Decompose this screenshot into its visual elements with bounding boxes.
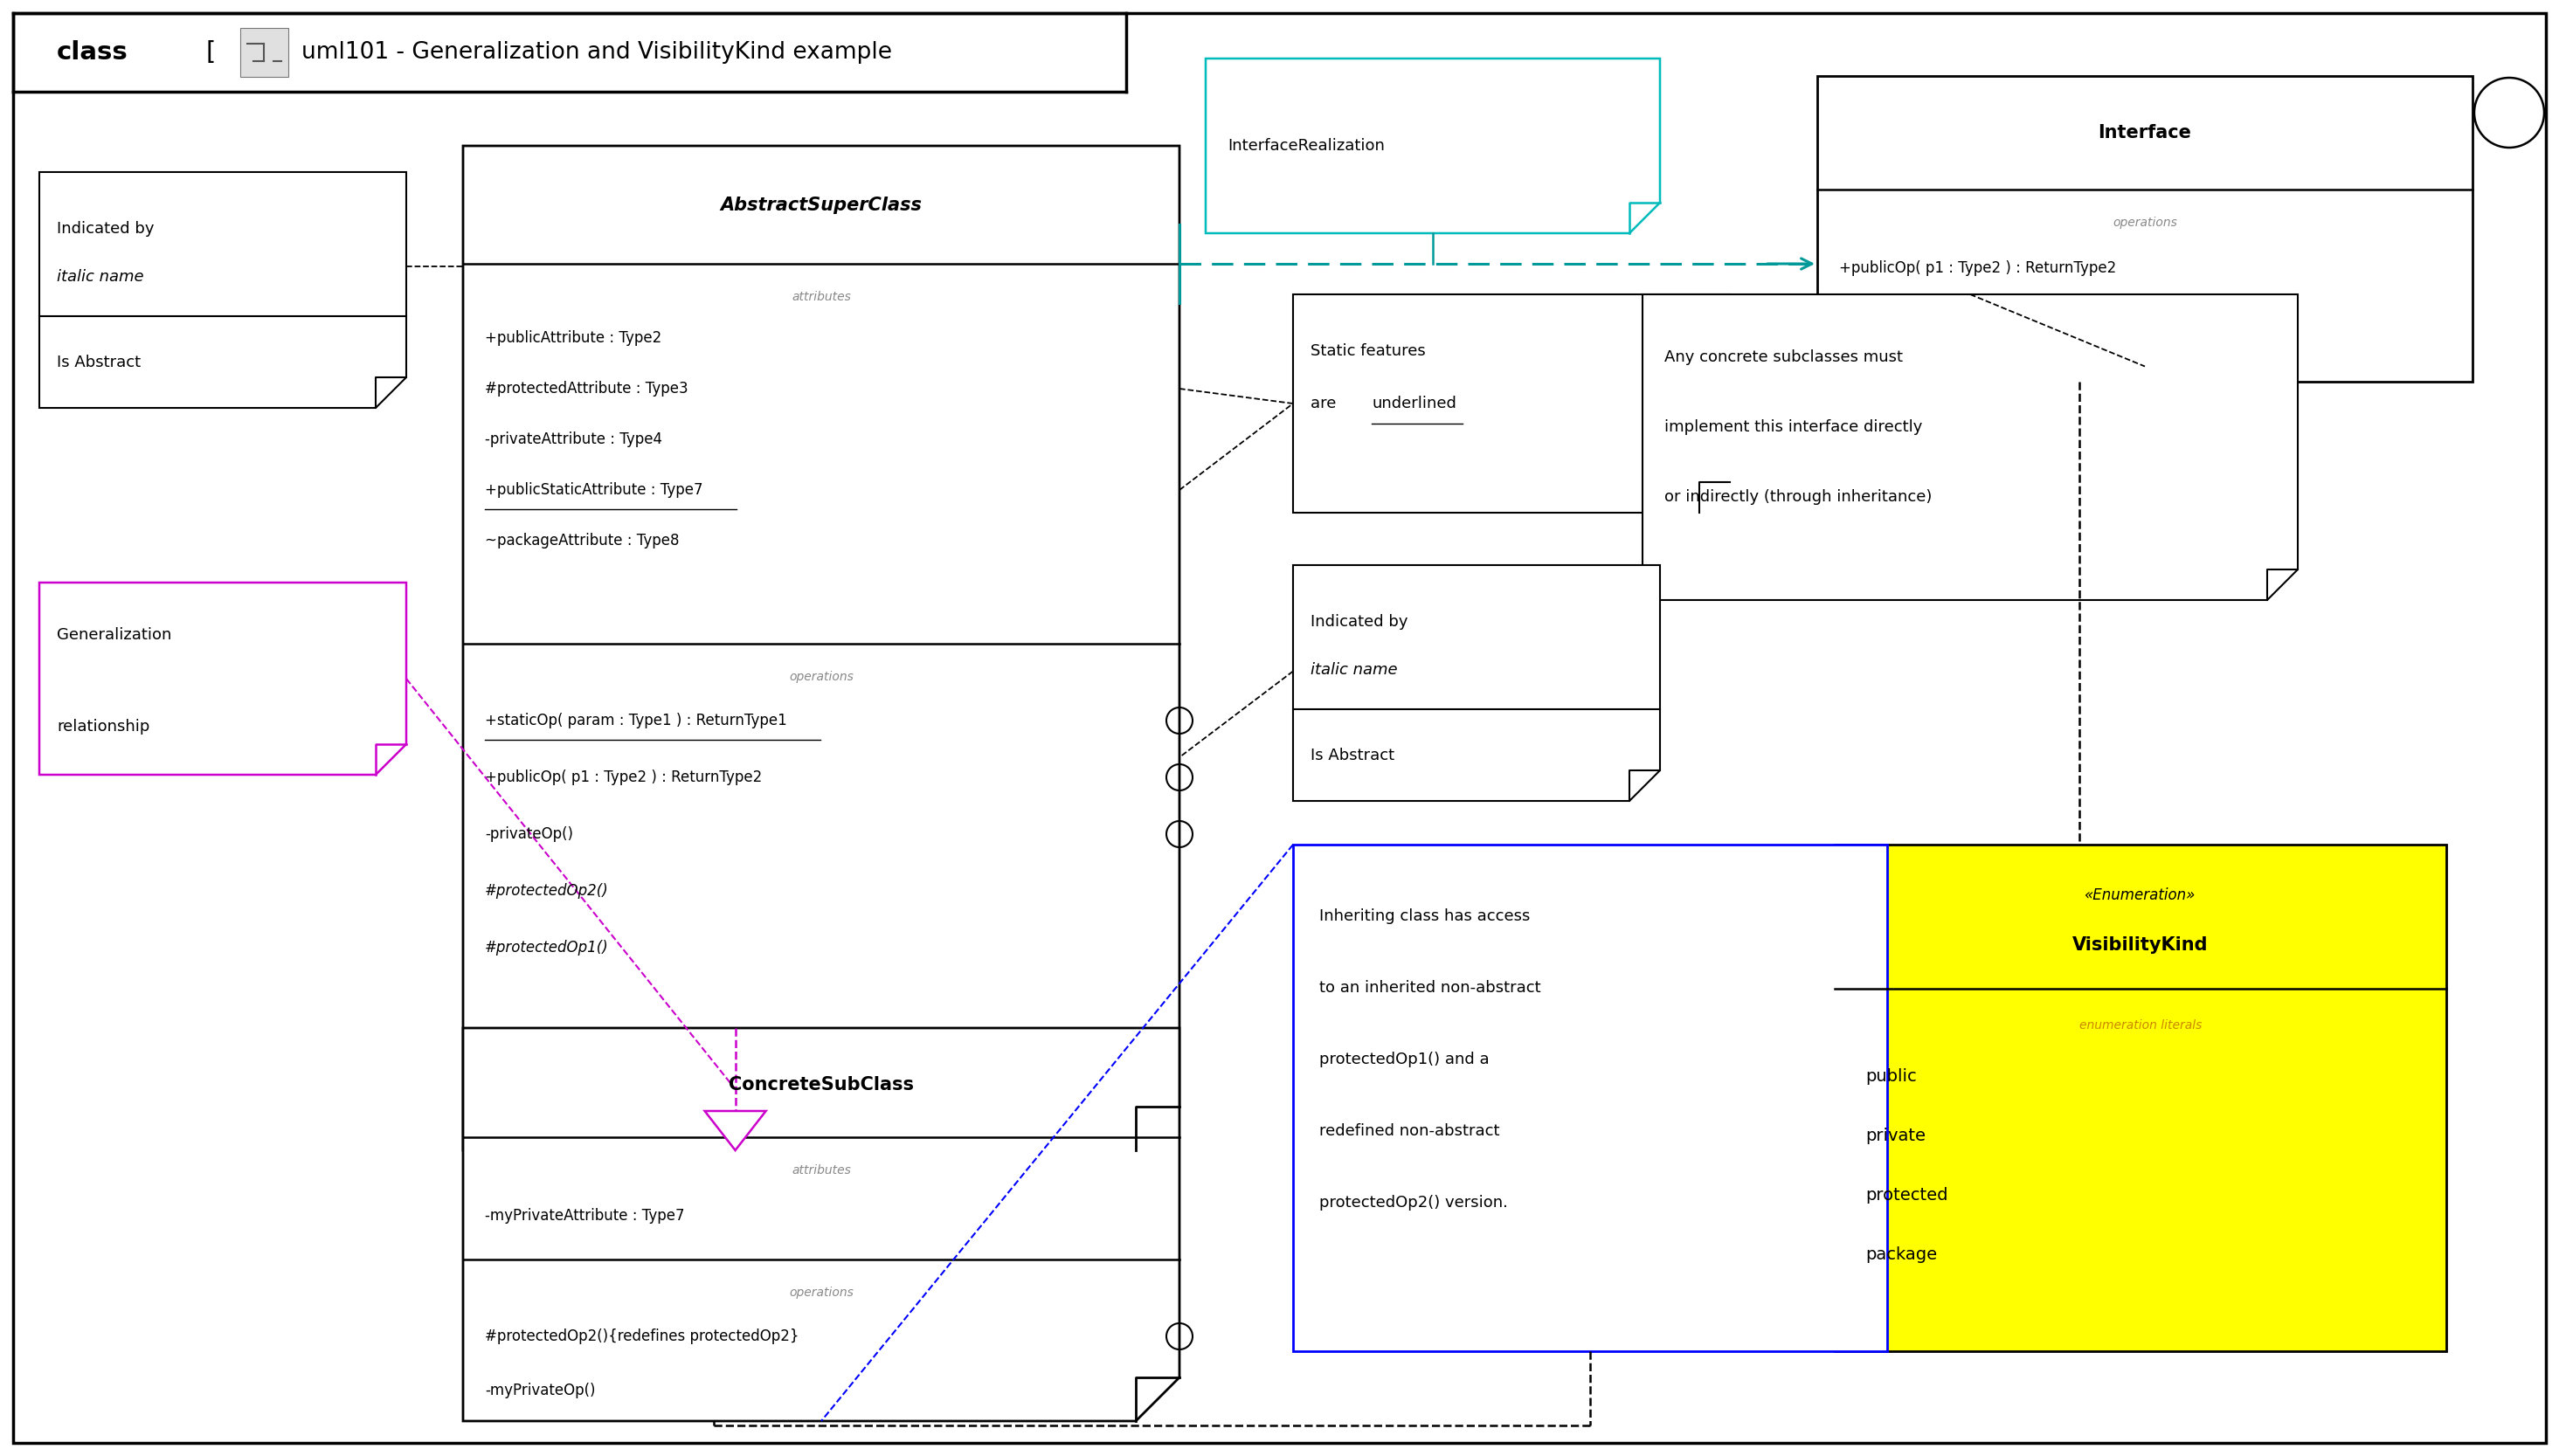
Polygon shape (463, 1028, 1180, 1421)
Text: class: class (56, 41, 128, 64)
Text: «Enumeration»: «Enumeration» (2086, 887, 2196, 903)
Text: ~packageAttribute : Type8: ~packageAttribute : Type8 (484, 533, 678, 549)
Text: Indicated by: Indicated by (1310, 614, 1407, 630)
Text: private: private (1866, 1127, 1924, 1144)
Bar (1817, 76, 2472, 381)
Text: #protectedOp1(): #protectedOp1() (484, 939, 609, 955)
Text: -myPrivateAttribute : Type7: -myPrivateAttribute : Type7 (484, 1208, 683, 1223)
Text: or indirectly (through inheritance): or indirectly (through inheritance) (1663, 489, 1932, 505)
Text: public: public (1866, 1067, 1917, 1085)
Text: operations: operations (2114, 217, 2178, 229)
Text: AbstractSuperClass: AbstractSuperClass (722, 197, 921, 214)
Bar (1292, 844, 1886, 1351)
Text: italic name: italic name (1310, 662, 1397, 678)
FancyBboxPatch shape (241, 28, 289, 77)
Text: Inheriting class has access: Inheriting class has access (1320, 909, 1530, 925)
Text: protectedOp2() version.: protectedOp2() version. (1320, 1195, 1507, 1210)
Text: Generalization: Generalization (56, 628, 171, 644)
Text: Static features: Static features (1310, 344, 1425, 360)
Text: protected: protected (1866, 1187, 1947, 1203)
Text: package: package (1866, 1246, 1937, 1262)
Text: protectedOp1() and a: protectedOp1() and a (1320, 1051, 1489, 1067)
Text: Interface: Interface (2098, 124, 2191, 141)
Text: relationship: relationship (56, 719, 151, 734)
Polygon shape (463, 146, 1180, 1150)
Polygon shape (38, 582, 407, 775)
Polygon shape (1643, 294, 2298, 600)
Text: +publicStaticAttribute : Type7: +publicStaticAttribute : Type7 (484, 482, 704, 498)
Text: operations: operations (788, 1287, 855, 1299)
Text: attributes: attributes (791, 291, 852, 303)
Text: Is Abstract: Is Abstract (1310, 747, 1395, 763)
Text: Indicated by: Indicated by (56, 221, 154, 237)
Text: underlined: underlined (1372, 396, 1456, 412)
Polygon shape (1292, 565, 1661, 801)
Text: +publicOp( p1 : Type2 ) : ReturnType2: +publicOp( p1 : Type2 ) : ReturnType2 (484, 769, 763, 785)
Polygon shape (38, 172, 407, 408)
Text: +publicOp( p1 : Type2 ) : ReturnType2: +publicOp( p1 : Type2 ) : ReturnType2 (1840, 261, 2116, 277)
Polygon shape (704, 1111, 765, 1150)
Text: Is Abstract: Is Abstract (56, 355, 141, 370)
Text: +publicAttribute : Type2: +publicAttribute : Type2 (484, 331, 663, 347)
Text: implement this interface directly: implement this interface directly (1663, 419, 1922, 435)
Bar (1835, 844, 2446, 1351)
Text: operations: operations (788, 671, 855, 683)
Text: [: [ (205, 41, 215, 64)
Polygon shape (1292, 294, 1730, 513)
Text: redefined non-abstract: redefined non-abstract (1320, 1123, 1500, 1139)
Text: #protectedOp2(): #protectedOp2() (484, 882, 609, 898)
Text: enumeration literals: enumeration literals (2078, 1019, 2201, 1031)
Text: to an inherited non-abstract: to an inherited non-abstract (1320, 980, 1541, 996)
Polygon shape (1205, 58, 1661, 233)
Text: InterfaceRealization: InterfaceRealization (1228, 138, 1384, 154)
Text: #protectedAttribute : Type3: #protectedAttribute : Type3 (484, 381, 688, 396)
Text: ConcreteSubClass: ConcreteSubClass (729, 1076, 914, 1093)
Text: attributes: attributes (791, 1165, 852, 1176)
Text: -privateOp(): -privateOp() (484, 826, 573, 842)
Text: Any concrete subclasses must: Any concrete subclasses must (1663, 349, 1904, 365)
Text: are: are (1310, 396, 1341, 412)
Text: -privateAttribute : Type4: -privateAttribute : Type4 (484, 431, 663, 447)
Text: #protectedOp2(){redefines protectedOp2}: #protectedOp2(){redefines protectedOp2} (484, 1328, 798, 1344)
Text: +staticOp( param : Type1 ) : ReturnType1: +staticOp( param : Type1 ) : ReturnType1 (484, 713, 788, 728)
Text: VisibilityKind: VisibilityKind (2073, 936, 2208, 954)
Text: uml101 - Generalization and VisibilityKind example: uml101 - Generalization and VisibilityKi… (302, 41, 893, 64)
Text: italic name: italic name (56, 269, 143, 285)
Text: -myPrivateOp(): -myPrivateOp() (484, 1383, 596, 1398)
